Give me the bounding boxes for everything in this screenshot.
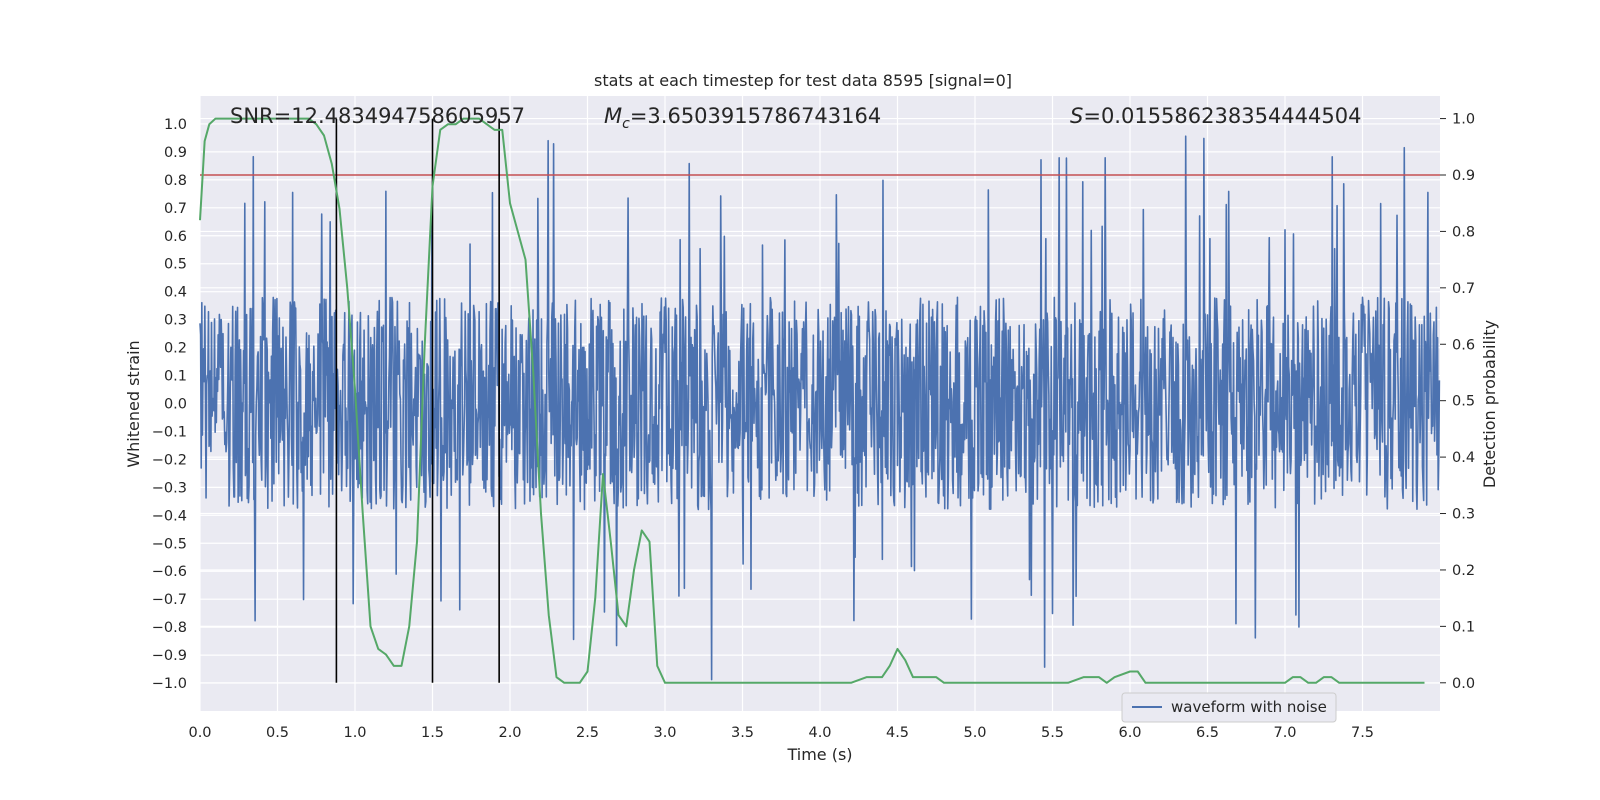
x-tick-labels: 0.0 0.5 1.0 1.5 2.0 2.5 3.0 3.5 4.0 4.5 5.0 5.5 6.0 6… bbox=[188, 725, 1374, 741]
x-tick-label: 3.0 bbox=[653, 725, 676, 741]
x-tick-label: 5.5 bbox=[1041, 725, 1064, 741]
y-tick-label: 0.7 bbox=[164, 201, 187, 217]
chirp-mass-value: =3.6503915786743164 bbox=[630, 104, 881, 128]
s-value: =0.015586238354444504 bbox=[1083, 104, 1361, 128]
y-right-tick-label: 0.1 bbox=[1452, 619, 1475, 635]
s-symbol: S bbox=[1070, 104, 1083, 128]
y-right-tick-label: 0.5 bbox=[1452, 394, 1475, 410]
y-tick-label: −0.4 bbox=[152, 508, 187, 524]
y-tick-label: 0.4 bbox=[164, 285, 187, 301]
y-right-tick-label: 0.0 bbox=[1452, 676, 1475, 692]
y-tick-label: 0.9 bbox=[164, 145, 187, 161]
y-tick-label: −0.6 bbox=[152, 564, 187, 580]
y-right-tick-label: 0.2 bbox=[1452, 563, 1475, 579]
y-tick-label: 0.8 bbox=[164, 173, 187, 189]
legend-label: waveform with noise bbox=[1171, 698, 1327, 716]
chirp-mass-annotation: Mc=3.6503915786743164 bbox=[604, 104, 881, 132]
chart-title: stats at each timestep for test data 859… bbox=[594, 71, 1012, 90]
vertical-markers bbox=[335, 118, 500, 683]
x-tick-label: 0.5 bbox=[266, 725, 289, 741]
y-right-axis-label: Detection probability bbox=[1480, 320, 1499, 488]
y-right-tick-label: 0.7 bbox=[1452, 281, 1475, 297]
y-tick-label: 0.3 bbox=[164, 313, 187, 329]
y-tick-label: −0.1 bbox=[152, 424, 187, 440]
x-tick-label: 3.5 bbox=[731, 725, 754, 741]
detection-probability-line bbox=[199, 117, 1425, 684]
y-right-tick-label: 0.9 bbox=[1452, 168, 1475, 184]
x-tick-label: 5.0 bbox=[963, 725, 986, 741]
waveform-line bbox=[199, 135, 1441, 681]
snr-annotation: SNR=12.483494758605957 bbox=[230, 104, 525, 128]
y-right-tick-label: 1.0 bbox=[1452, 112, 1475, 128]
x-tick-label: 7.5 bbox=[1351, 725, 1374, 741]
legend: waveform with noise bbox=[1121, 692, 1337, 723]
y-tick-label: 0.6 bbox=[164, 229, 187, 245]
x-tick-label: 7.0 bbox=[1273, 725, 1296, 741]
waveform-series bbox=[199, 135, 1441, 681]
y-right-tick-labels: 1.0 0.9 0.8 0.7 0.6 0.5 0.4 0.3 0.2 0.1 0.0 bbox=[1440, 112, 1475, 692]
y-tick-labels: 1.0 0.9 0.8 0.7 0.6 0.5 0.4 0.3 0.2 0.1 0.0 −0.1 −0.… bbox=[152, 117, 187, 692]
x-tick-label: 4.5 bbox=[886, 725, 909, 741]
x-tick-label: 4.0 bbox=[808, 725, 831, 741]
chirp-mass-symbol: M bbox=[604, 104, 622, 128]
y-tick-label: 0.5 bbox=[164, 257, 187, 273]
y-tick-label: −0.2 bbox=[152, 452, 187, 468]
y-tick-label: −1.0 bbox=[152, 676, 187, 692]
y-tick-label: −0.5 bbox=[152, 536, 187, 552]
y-tick-label: −0.3 bbox=[152, 480, 187, 496]
y-right-tick-label: 0.8 bbox=[1452, 224, 1475, 240]
y-tick-label: 0.0 bbox=[164, 397, 187, 413]
y-tick-label: 1.0 bbox=[164, 117, 187, 133]
x-axis-label: Time (s) bbox=[786, 745, 852, 764]
x-tick-label: 2.0 bbox=[498, 725, 521, 741]
y-tick-label: −0.8 bbox=[152, 620, 187, 636]
y-right-tick-label: 0.4 bbox=[1452, 450, 1475, 466]
y-right-tick-label: 0.3 bbox=[1452, 507, 1475, 523]
chirp-mass-subscript: c bbox=[622, 116, 630, 132]
s-annotation: S=0.015586238354444504 bbox=[1070, 104, 1361, 128]
y-axis-label: Whitened strain bbox=[124, 340, 143, 467]
y-tick-label: 0.1 bbox=[164, 369, 187, 385]
detection-probability-series bbox=[199, 117, 1425, 684]
x-tick-label: 6.0 bbox=[1118, 725, 1141, 741]
x-tick-label: 6.5 bbox=[1196, 725, 1219, 741]
y-tick-label: −0.9 bbox=[152, 648, 187, 664]
x-tick-label: 2.5 bbox=[576, 725, 599, 741]
y-right-tick-label: 0.6 bbox=[1452, 337, 1475, 353]
x-tick-label: 1.0 bbox=[343, 725, 366, 741]
x-tick-label: 1.5 bbox=[421, 725, 444, 741]
x-tick-label: 0.0 bbox=[188, 725, 211, 741]
legend-box bbox=[1121, 692, 1337, 723]
y-tick-label: 0.2 bbox=[164, 341, 187, 357]
y-tick-label: −0.7 bbox=[152, 592, 187, 608]
